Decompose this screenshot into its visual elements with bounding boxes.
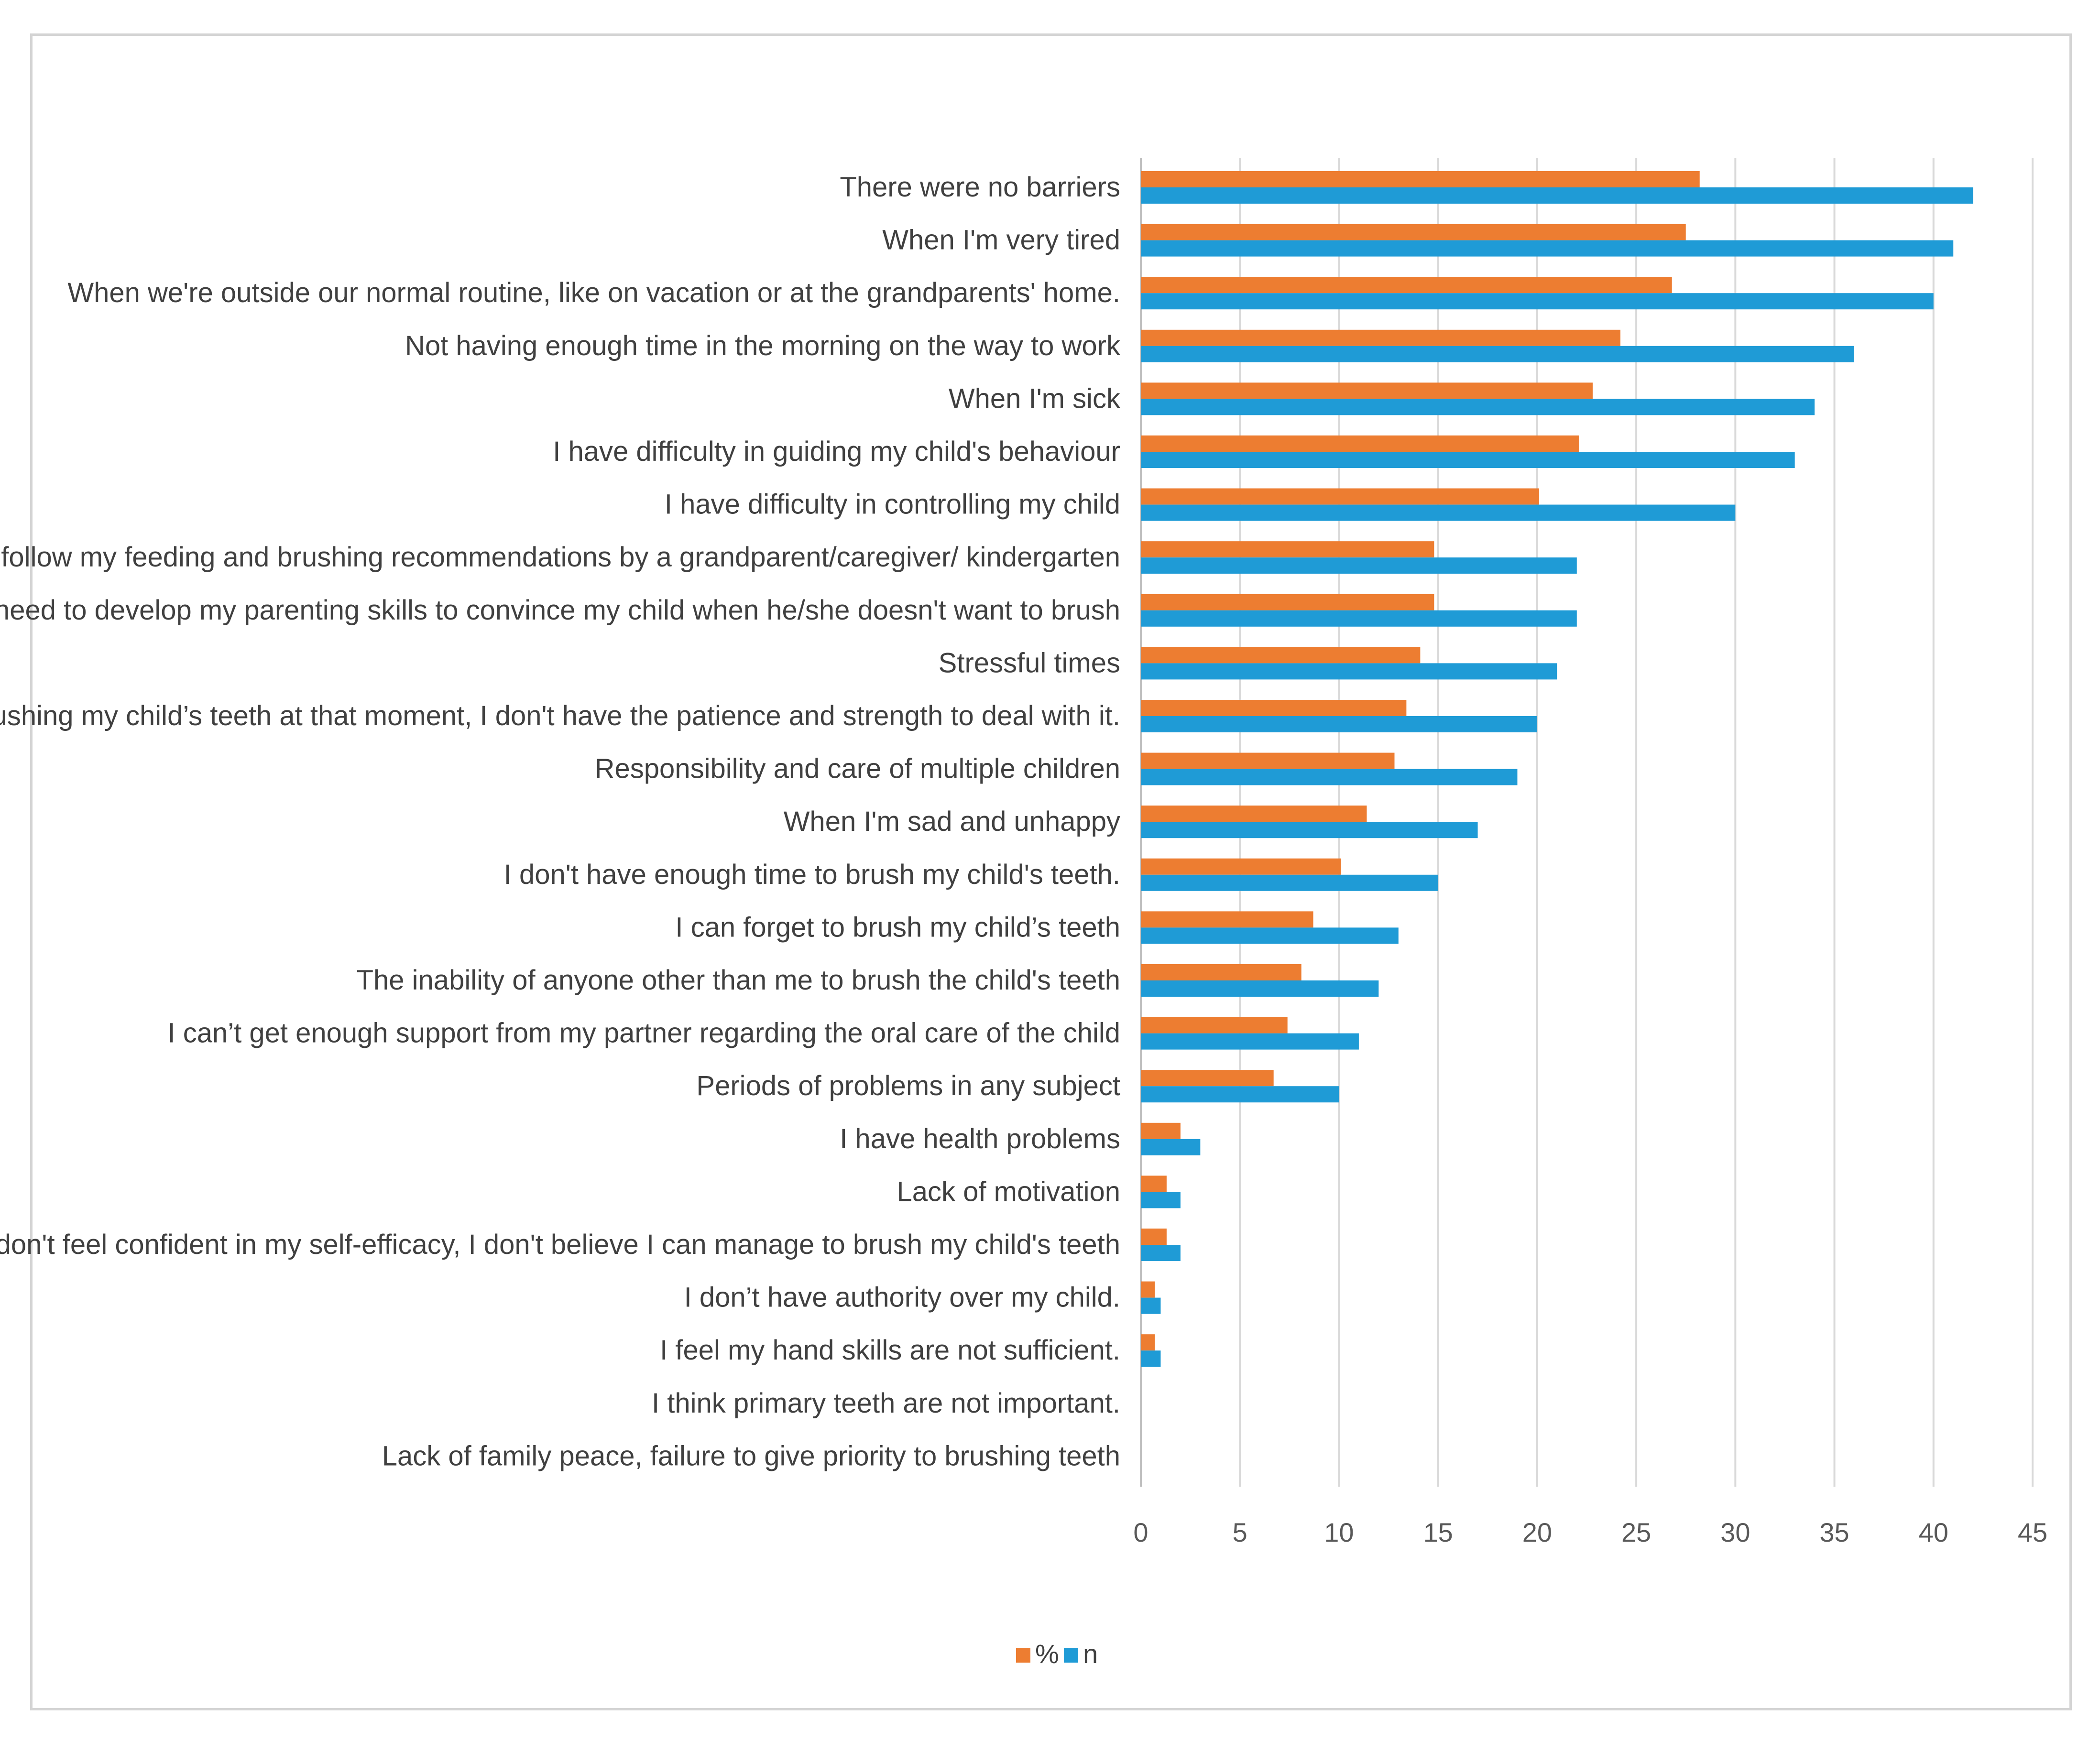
bar-percent	[1141, 594, 1434, 610]
category-label: When I'm sad and unhappy	[784, 806, 1120, 837]
bar-n	[1141, 1297, 1161, 1314]
category-labels: There were no barriers When I'm very tire…	[0, 172, 1121, 1471]
bar-n	[1141, 557, 1577, 574]
category-label: If it's hard brushing my child’s teeth a…	[0, 700, 1120, 731]
bar-n	[1141, 399, 1815, 415]
category-label: I have difficulty in guiding my child's …	[553, 436, 1120, 467]
category-label: I don’t have authority over my child.	[684, 1282, 1120, 1313]
bar-percent	[1141, 541, 1434, 558]
bar-n	[1141, 610, 1577, 627]
bar-n	[1141, 874, 1438, 891]
bar-n	[1141, 822, 1478, 838]
category-label: Lack of motivation	[897, 1176, 1120, 1207]
x-tick-label: 10	[1324, 1517, 1354, 1547]
category-label: I don't feel confident in my self-effica…	[0, 1229, 1120, 1260]
x-tick-label: 25	[1621, 1517, 1651, 1547]
bar-n	[1141, 927, 1399, 944]
bar-percent	[1141, 1070, 1274, 1087]
bar-n	[1141, 769, 1518, 785]
bars	[1141, 171, 1973, 1367]
bar-percent	[1141, 911, 1313, 928]
bar-n	[1141, 452, 1795, 468]
category-label: Lack of family peace, failure to give pr…	[382, 1440, 1120, 1471]
bar-percent	[1141, 1175, 1167, 1192]
bar-n	[1141, 1245, 1181, 1261]
bar-percent	[1141, 171, 1700, 187]
category-label: The failure to follow my feeding and bru…	[0, 542, 1120, 573]
bar-n	[1141, 1192, 1181, 1208]
chart-frame	[30, 33, 2072, 1710]
category-label: Periods of problems in any subject	[696, 1070, 1120, 1101]
bar-n	[1141, 1086, 1339, 1103]
category-label: I need to develop my parenting skills to…	[0, 595, 1120, 626]
x-tick-label: 20	[1522, 1517, 1552, 1547]
bar-n	[1141, 187, 1973, 204]
category-label: When we're outside our normal routine, l…	[67, 277, 1120, 308]
x-tick-label: 0	[1133, 1517, 1148, 1547]
bar-percent	[1141, 329, 1620, 346]
legend-label: n	[1083, 1639, 1098, 1669]
category-label: Responsibility and care of multiple chil…	[595, 753, 1120, 784]
category-label: When I'm very tired	[882, 225, 1120, 256]
category-label: Not having enough time in the morning on…	[405, 330, 1121, 361]
legend: % n	[1016, 1639, 1098, 1669]
category-label: When I'm sick	[949, 383, 1121, 414]
category-label: I don't have enough time to brush my chi…	[504, 859, 1120, 890]
category-label: Stressful times	[939, 647, 1120, 678]
bar-percent	[1141, 752, 1395, 769]
category-label: I have health problems	[840, 1123, 1120, 1154]
bar-percent	[1141, 277, 1672, 294]
category-label: I have difficulty in controlling my chil…	[665, 489, 1120, 520]
category-label: There were no barriers	[840, 172, 1120, 203]
x-tick-label: 15	[1423, 1517, 1453, 1547]
bar-percent	[1141, 1122, 1181, 1139]
bar-n	[1141, 1139, 1201, 1155]
legend-swatch-percent	[1016, 1648, 1030, 1663]
legend-label: %	[1035, 1639, 1059, 1669]
bar-n	[1141, 1350, 1161, 1367]
bar-percent	[1141, 805, 1367, 822]
bar-n	[1141, 1033, 1359, 1050]
bar-percent	[1141, 382, 1593, 399]
category-label: The inability of anyone other than me to…	[357, 965, 1120, 996]
x-tick-label: 40	[1919, 1517, 1948, 1547]
category-label: I can’t get enough support from my partn…	[168, 1018, 1120, 1049]
bar-n	[1141, 240, 1954, 257]
x-tick-label: 30	[1720, 1517, 1750, 1547]
bar-n	[1141, 504, 1736, 521]
bar-percent	[1141, 1229, 1167, 1245]
bar-percent	[1141, 964, 1302, 980]
bar-n	[1141, 716, 1537, 732]
category-label: I think primary teeth are not important.	[652, 1388, 1120, 1419]
legend-swatch-n	[1064, 1648, 1078, 1663]
bar-percent	[1141, 1281, 1155, 1298]
bar-percent	[1141, 647, 1421, 664]
x-tick-label: 45	[2018, 1517, 2047, 1547]
category-label: I can forget to brush my child’s teeth	[675, 912, 1120, 943]
bar-percent	[1141, 858, 1341, 875]
gridlines	[1140, 158, 2034, 1487]
bar-n	[1141, 293, 1934, 310]
bar-n	[1141, 663, 1557, 680]
bar-percent	[1141, 1334, 1155, 1351]
bar-percent	[1141, 224, 1686, 240]
bar-percent	[1141, 1017, 1288, 1034]
x-tick-label: 35	[1819, 1517, 1849, 1547]
x-axis-ticks: 0 5 10 15 20 25 30 35 40 45	[1133, 1517, 2047, 1547]
bar-percent	[1141, 488, 1540, 505]
bar-n	[1141, 346, 1854, 362]
bar-n	[1141, 980, 1379, 997]
x-tick-label: 5	[1233, 1517, 1247, 1547]
bar-percent	[1141, 700, 1407, 716]
category-label: I feel my hand skills are not sufficient…	[660, 1335, 1120, 1366]
bar-percent	[1141, 435, 1579, 452]
